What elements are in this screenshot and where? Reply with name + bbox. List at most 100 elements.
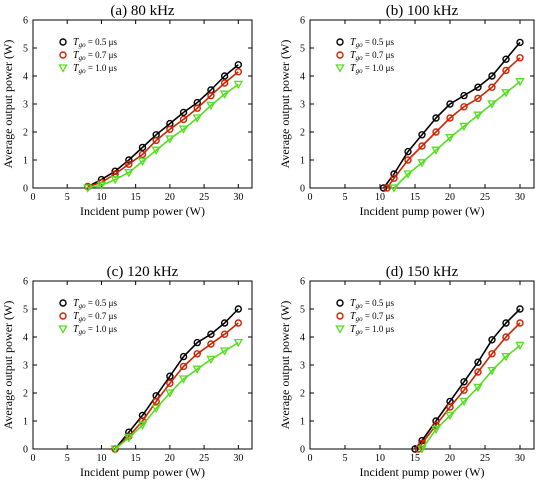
series-line — [414, 308, 521, 450]
data-point — [152, 397, 160, 406]
plot-frame — [309, 280, 535, 450]
x-tick-label: 5 — [65, 192, 70, 203]
data-point — [179, 115, 188, 124]
data-point — [96, 181, 107, 190]
data-point — [432, 114, 440, 122]
data-point — [165, 135, 175, 144]
legend-entry: Tgo = 0.7 μs — [73, 50, 117, 62]
data-point — [207, 340, 215, 348]
x-tick-label: 25 — [199, 453, 209, 464]
legend-entry: Tgo = 0.5 μs — [73, 298, 117, 310]
x-tick-label: 0 — [31, 453, 36, 464]
y-tick-label: 3 — [23, 100, 28, 111]
y-tick-label: 0 — [300, 445, 305, 456]
x-tick-label: 15 — [410, 453, 420, 464]
data-point — [110, 445, 120, 454]
data-point — [166, 125, 174, 133]
data-point — [502, 55, 510, 63]
series-line — [386, 57, 521, 189]
series-1 — [111, 305, 243, 453]
y-tick-label: 2 — [23, 389, 28, 400]
y-tick-label: 2 — [300, 128, 305, 139]
data-point — [459, 397, 469, 407]
y-tick-label: 0 — [23, 184, 28, 195]
data-point — [488, 350, 496, 358]
chart-title: (a) 80 kHz — [110, 3, 174, 19]
series-3 — [83, 80, 244, 193]
data-point — [473, 383, 483, 393]
data-point — [166, 372, 174, 380]
x-tick-label: 30 — [515, 192, 525, 203]
data-point — [220, 319, 229, 327]
data-point — [404, 156, 412, 164]
x-tick-label: 0 — [308, 453, 313, 464]
data-point — [234, 319, 243, 327]
data-point — [417, 159, 427, 168]
legend-entry: Tgo = 1.0 μs — [73, 324, 117, 336]
data-point — [460, 103, 468, 111]
data-point — [125, 160, 133, 168]
data-point — [219, 90, 230, 99]
x-tick-label: 20 — [445, 453, 455, 464]
y-tick-label: 6 — [23, 277, 28, 288]
data-point — [501, 352, 511, 362]
series-line — [114, 308, 239, 450]
series-2 — [84, 68, 243, 191]
data-point — [459, 122, 469, 132]
data-point — [220, 79, 229, 87]
y-tick-label: 3 — [23, 361, 28, 372]
x-tick-label: 30 — [515, 453, 525, 464]
legend-marker — [58, 325, 68, 334]
x-axis-label: Incident pump power (W) — [80, 465, 205, 479]
data-point — [474, 368, 482, 376]
legend-entry: Tgo = 0.7 μs — [350, 311, 394, 323]
data-point — [389, 184, 399, 193]
chart-panel-4: (d) 150 kHz 0 5 10 15 20 25 30 0 1 2 3 4 5 6 Incident p… — [278, 264, 535, 479]
data-point — [446, 114, 454, 122]
y-tick-label: 1 — [300, 417, 305, 428]
y-tick-label: 6 — [300, 277, 305, 288]
series-line — [382, 41, 521, 189]
x-tick-label: 25 — [480, 453, 490, 464]
data-point — [234, 68, 243, 76]
data-point — [219, 347, 230, 356]
x-tick-label: 0 — [308, 192, 313, 203]
data-point — [233, 338, 244, 348]
data-point — [431, 146, 441, 155]
data-point — [460, 378, 468, 386]
y-tick-label: 1 — [23, 417, 28, 428]
data-point — [417, 445, 427, 454]
data-point — [390, 174, 398, 182]
data-point — [192, 114, 202, 123]
series-line — [421, 344, 521, 450]
legend-entry: Tgo = 1.0 μs — [350, 324, 394, 336]
legend-entry: Tgo = 0.7 μs — [350, 50, 394, 62]
data-point — [431, 425, 441, 435]
data-point — [124, 434, 134, 443]
legend-entry: Tgo = 0.5 μs — [73, 37, 117, 49]
data-point — [516, 54, 524, 62]
legend-marker — [335, 64, 345, 73]
y-tick-label: 5 — [23, 305, 28, 316]
data-point — [151, 146, 161, 155]
series-line — [87, 64, 239, 188]
y-tick-label: 4 — [23, 72, 28, 83]
chart-panel-2: (b) 100 kHz 0 5 10 15 20 25 30 0 1 2 3 4 5 6 Incident p… — [278, 3, 535, 218]
data-point — [220, 330, 229, 338]
data-point — [502, 333, 510, 341]
data-point — [179, 352, 188, 361]
data-point — [487, 366, 497, 376]
legend-marker — [336, 38, 344, 46]
series-line — [393, 80, 521, 189]
data-point — [138, 150, 147, 159]
data-point — [516, 305, 524, 313]
x-tick-label: 30 — [233, 453, 243, 464]
x-tick-label: 15 — [131, 453, 141, 464]
data-point — [445, 411, 455, 421]
series-3 — [389, 77, 525, 193]
y-tick-label: 1 — [300, 156, 305, 167]
data-point — [207, 330, 215, 338]
legend-marker — [59, 38, 67, 46]
